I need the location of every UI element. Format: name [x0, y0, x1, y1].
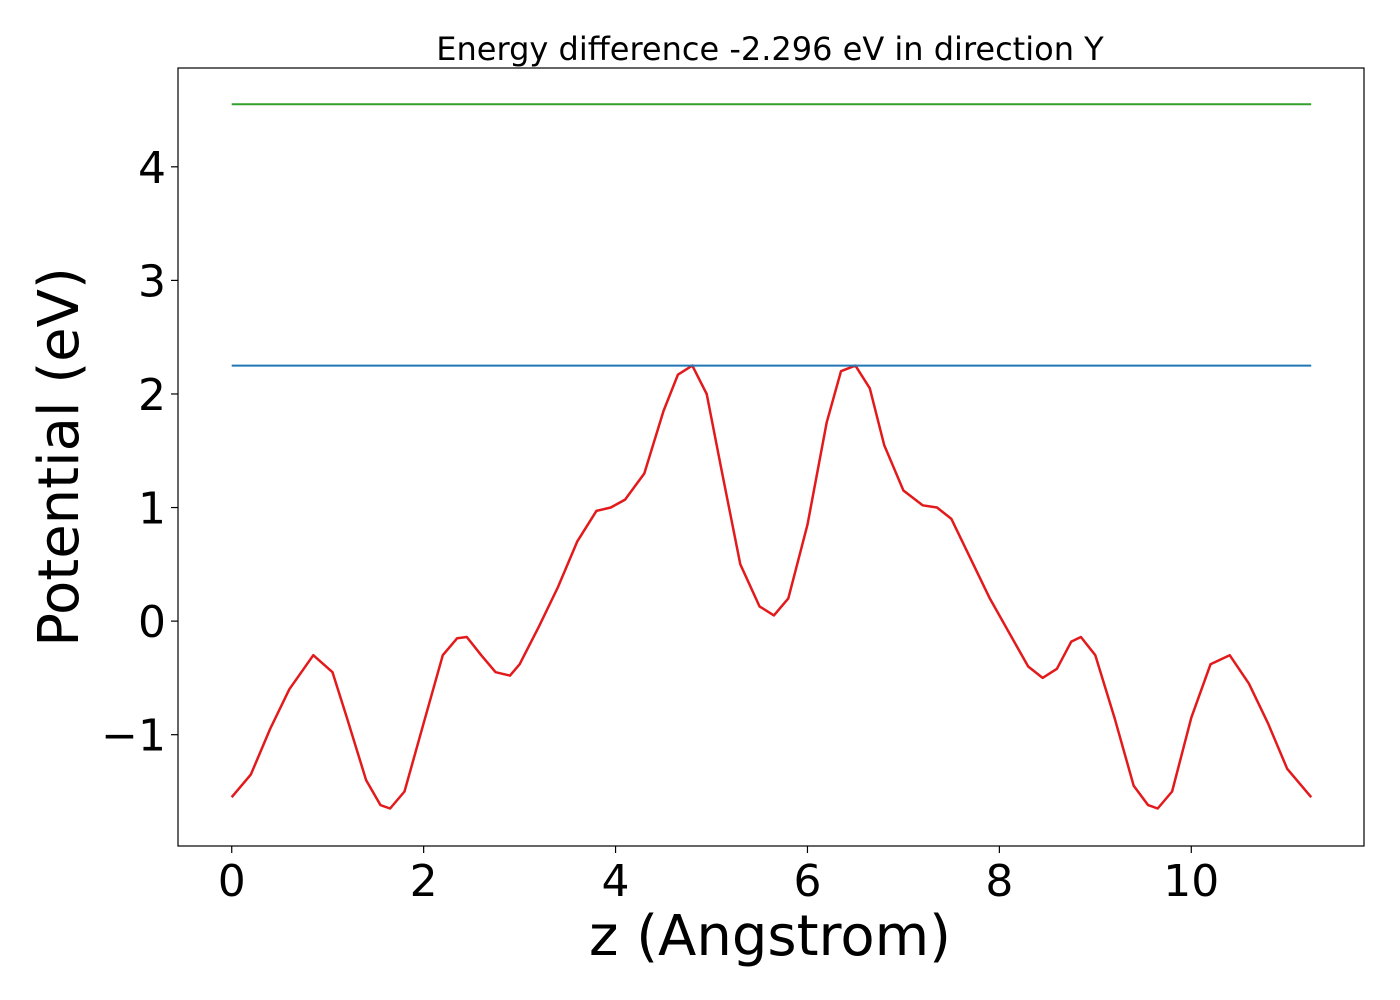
- y-tick-label: 1: [138, 484, 166, 535]
- plot-area: [230, 103, 1313, 810]
- series-line-0: [230, 364, 1313, 810]
- x-tick-label: 6: [793, 856, 821, 907]
- x-axis: 0 2 4 6 8 10: [218, 846, 1219, 907]
- y-tick-label: 2: [138, 370, 166, 421]
- x-tick-label: 2: [410, 856, 438, 907]
- y-tick-label: 3: [138, 256, 166, 307]
- y-tick-label: 0: [138, 597, 166, 648]
- y-tick-label: 4: [138, 143, 166, 194]
- y-axis: −1 0 1 2 3 4: [101, 143, 178, 762]
- x-tick-label: 4: [602, 856, 630, 907]
- x-tick-label: 8: [985, 856, 1013, 907]
- y-axis-label: Potential (eV): [27, 267, 92, 647]
- x-axis-label: z (Angstrom): [589, 904, 951, 969]
- plot-frame: [177, 67, 1365, 847]
- chart-title: Energy difference -2.296 eV in direction…: [436, 30, 1104, 68]
- y-tick-label: −1: [101, 711, 166, 762]
- x-tick-label: 10: [1163, 856, 1219, 907]
- x-tick-label: 0: [218, 856, 246, 907]
